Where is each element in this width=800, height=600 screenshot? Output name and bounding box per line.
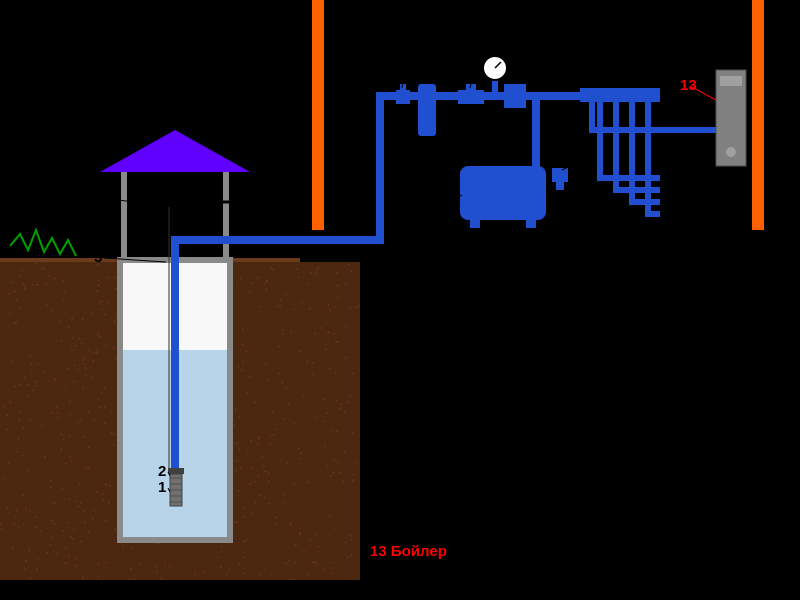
callout-10: 10 bbox=[578, 149, 595, 166]
callout-13: 13 bbox=[680, 77, 697, 94]
legend-item: 10 Сливной кран bbox=[370, 480, 495, 497]
legend-item: 11 Гидроаккумулятор bbox=[370, 501, 530, 518]
legend-item: 12 Подача воды потребителям bbox=[370, 522, 600, 539]
callout-11: 11 bbox=[444, 183, 460, 200]
callout-12: 12 bbox=[666, 149, 683, 166]
callout-1: 1 bbox=[158, 479, 166, 496]
legend-item: 13 Бойлер bbox=[370, 543, 447, 560]
callout-12: 12 bbox=[666, 187, 683, 204]
legend-item: 8 Манометр и реле давления bbox=[370, 438, 586, 455]
legend-item: 5 Запорный кран bbox=[370, 375, 497, 392]
callout-3: 3 bbox=[94, 249, 102, 266]
legend-item: 7 Датчик сухого хода bbox=[370, 417, 527, 434]
legend-item: 1 Насос bbox=[370, 291, 427, 308]
callout-9: 9 bbox=[596, 53, 604, 70]
legend-item: 9 Гребенка bbox=[370, 459, 451, 476]
legend-item: 2 Обратный клапан bbox=[370, 312, 516, 329]
callout-6: 6 bbox=[418, 53, 426, 70]
legend-item: 3 Трос bbox=[370, 333, 418, 350]
callout-12: 12 bbox=[666, 203, 683, 220]
callout-4: 4 bbox=[94, 189, 103, 206]
callout-12: 12 bbox=[666, 169, 683, 186]
callout-5: 5 bbox=[396, 53, 404, 70]
callout-2: 2 bbox=[158, 463, 166, 480]
legend-item: 4 Колодец bbox=[370, 354, 447, 371]
callout-8: 8 bbox=[510, 35, 518, 52]
legend-item: 6 Фильтр bbox=[370, 396, 438, 413]
callout-7: 7 bbox=[466, 53, 474, 70]
water-supply-diagram: 432156789101112121212131 Насос2 Обратный… bbox=[0, 0, 800, 600]
